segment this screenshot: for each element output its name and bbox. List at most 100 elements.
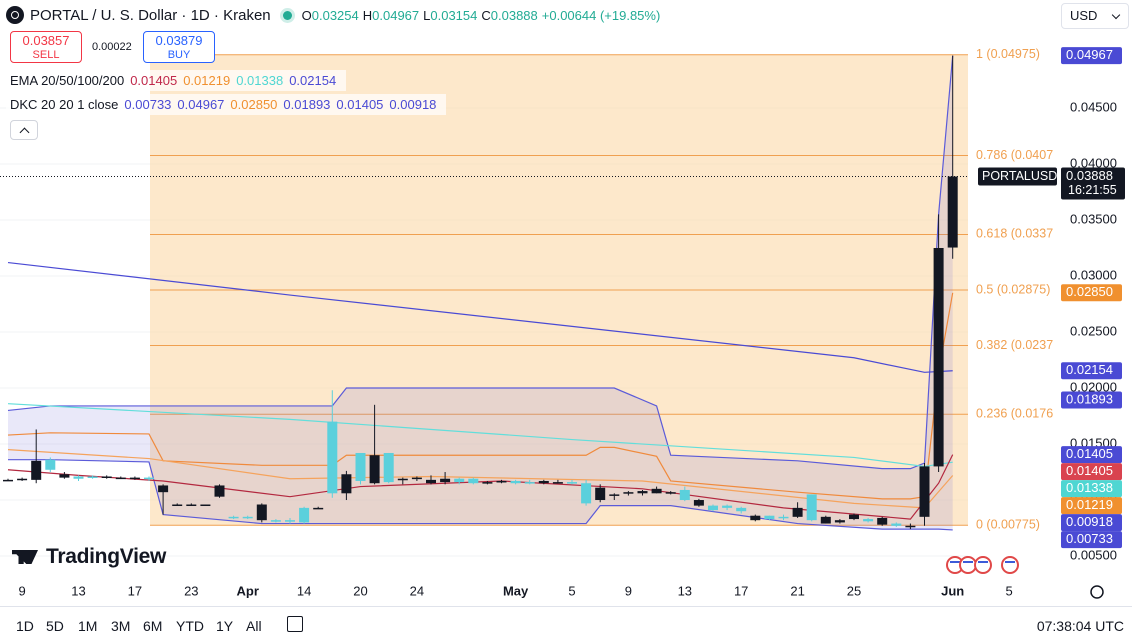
range-button[interactable]: 3M [111, 618, 131, 634]
price-tag [1061, 284, 1122, 302]
candle-body [764, 515, 775, 520]
buy-button[interactable]: 0.03879 BUY [143, 31, 215, 63]
y-tick-label: 0.03500 [1070, 211, 1117, 226]
x-tick-label: 13 [71, 583, 85, 598]
price-tag [1061, 497, 1122, 515]
candle-body [538, 480, 549, 484]
candle-body [101, 476, 112, 479]
collapse-legend[interactable] [10, 120, 38, 140]
range-button[interactable]: 1Y [216, 618, 234, 634]
candle-body [440, 478, 451, 483]
candle-body [736, 507, 747, 512]
date-range-button[interactable] [287, 616, 303, 632]
last-price-label: 0.03888 [1066, 168, 1113, 183]
brand-text: TradingView [46, 545, 167, 568]
channel-basis [7, 292, 954, 500]
candle-body [129, 477, 140, 480]
brand-logo: TradingView [12, 545, 166, 569]
candle-body [186, 504, 197, 507]
price-tag-label: 0.02850 [1066, 284, 1113, 299]
ohlc-key: L [423, 7, 431, 23]
x-tick-label: May [503, 583, 529, 598]
x-tick-label: 14 [297, 583, 311, 598]
candle-body [834, 520, 845, 523]
candle-body [242, 516, 253, 519]
price-tag [1061, 47, 1122, 65]
fib-label: 0 (0.00775) [976, 518, 1040, 532]
candle-body [947, 176, 958, 248]
candle-body [87, 476, 98, 479]
currency-select[interactable]: USD [1061, 3, 1129, 29]
x-tick-label: 9 [625, 583, 632, 598]
range-button[interactable]: All [246, 618, 262, 634]
candle-body [708, 505, 718, 511]
event-flag-stripe [1005, 561, 1015, 563]
ema-legend[interactable]: EMA 20/50/100/200 0.01405 0.01219 0.01338 0… [6, 70, 347, 91]
ohlc-key: H [362, 7, 373, 23]
indicator-line [7, 403, 953, 468]
x-tick-label: Jun [941, 583, 964, 598]
candle-body [228, 516, 239, 519]
range-button[interactable]: 1M [78, 618, 98, 634]
ema-value: 0.01219 [183, 73, 231, 88]
range-button[interactable]: YTD [176, 618, 204, 634]
ohlc-value: 0.04967 [372, 7, 420, 23]
candle-body [609, 494, 620, 496]
sell-label: SELL [32, 49, 60, 61]
event-flag [959, 556, 977, 574]
candle-body [891, 523, 902, 526]
candle-body [581, 483, 592, 504]
y-tick-label: 0.04000 [1070, 155, 1117, 170]
candle-body [158, 485, 169, 493]
candle-body [454, 478, 465, 483]
price-tag-label: 0.02154 [1066, 362, 1113, 377]
dkc-legend[interactable]: DKC 20 20 1 close 0.00733 0.04967 0.02850 0… [6, 94, 447, 115]
candle-body [524, 482, 535, 484]
settings-icon[interactable] [1090, 585, 1104, 599]
candle-body [665, 492, 676, 494]
candle-body [722, 505, 733, 508]
chart: 0.04500 0.04000 0.03500 0.03000 0.02500 0.020… [0, 47, 1125, 599]
event-flag-stripe [950, 561, 960, 563]
clock[interactable]: 07:38:04 UTC [1036, 618, 1124, 634]
candle-body [750, 515, 761, 521]
price-tag-label: 0.01219 [1066, 497, 1113, 512]
candle-body [552, 482, 563, 484]
price-tag [1061, 514, 1122, 532]
candle-body [623, 492, 634, 494]
range-button[interactable]: 1D [16, 618, 34, 634]
candle-body [411, 477, 422, 480]
range-button[interactable]: 5D [46, 618, 64, 634]
candle-body [200, 504, 211, 507]
price-tag-label: 0.00733 [1066, 531, 1113, 546]
candle-body [877, 517, 888, 525]
x-tick-label: 13 [678, 583, 692, 598]
indicator-line [7, 261, 953, 373]
y-tick-label: 0.02500 [1070, 323, 1117, 338]
candle-body [919, 466, 930, 517]
y-tick-label: 0.03000 [1070, 267, 1117, 282]
event-flag-stripe [963, 561, 973, 563]
price-tag [1061, 531, 1122, 549]
sell-button[interactable]: 0.03857 SELL [10, 31, 82, 63]
candle-body [214, 485, 225, 497]
candle-body [256, 504, 267, 521]
candle-body [270, 520, 281, 522]
fib-label: 0.5 (0.02875) [976, 282, 1050, 296]
candle-body [369, 455, 380, 484]
candle-body [59, 474, 70, 478]
x-tick-label: 5 [1005, 583, 1012, 598]
channel-upper [7, 55, 954, 470]
ohlc-key: C [481, 7, 491, 23]
candle-body [341, 474, 352, 494]
y-tick-label: 0.04500 [1070, 99, 1117, 114]
range-button[interactable]: 6M [143, 618, 163, 634]
price-tag [1061, 362, 1122, 380]
candle-body [778, 516, 789, 519]
ohlc-value: 0.03254 [311, 7, 359, 23]
spread: 0.00022 [92, 41, 132, 53]
price-tag [1061, 391, 1122, 409]
symbol-title[interactable]: PORTAL / U. S. Dollar · 1D · Kraken [30, 6, 271, 24]
candle-body [31, 460, 42, 480]
y-tick-label: 0.02000 [1070, 379, 1117, 394]
